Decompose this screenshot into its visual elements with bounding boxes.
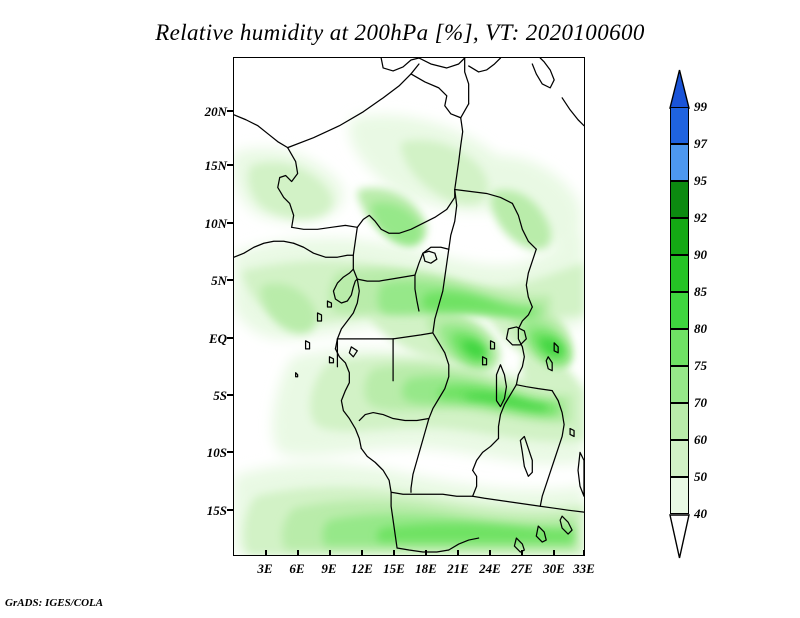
colorbar-label: 80 bbox=[694, 321, 707, 336]
x-tick-mark bbox=[489, 550, 491, 556]
colorbar-label: 60 bbox=[694, 432, 707, 447]
x-tick-label: 21E bbox=[447, 561, 469, 576]
x-tick-mark bbox=[521, 550, 523, 556]
colorbar-label: 40 bbox=[694, 506, 707, 521]
x-tick-label: 6E bbox=[289, 561, 305, 576]
x-tick-mark bbox=[553, 550, 555, 556]
colorbar-label: 85 bbox=[694, 284, 707, 299]
x-tick-label: 12E bbox=[351, 561, 373, 576]
colorbar-label: 92 bbox=[694, 210, 707, 225]
y-tick-mark bbox=[227, 509, 233, 511]
x-tick-label: 18E bbox=[415, 561, 437, 576]
x-tick-label: 30E bbox=[543, 561, 565, 576]
x-tick-mark bbox=[425, 550, 427, 556]
x-tick-mark bbox=[361, 550, 363, 556]
y-tick-mark bbox=[227, 164, 233, 166]
colorbar-band-97 bbox=[670, 144, 689, 181]
colorbar-label: 99 bbox=[694, 99, 707, 114]
x-tick-mark bbox=[297, 550, 299, 556]
map-plot-area bbox=[233, 57, 585, 556]
x-tick-label: 9E bbox=[321, 561, 337, 576]
y-tick-mark bbox=[227, 279, 233, 281]
colorbar-band-85 bbox=[670, 292, 689, 329]
y-tick-label: 10N bbox=[204, 216, 227, 231]
coastline-border-layer bbox=[234, 58, 584, 553]
y-tick-label: 5N bbox=[211, 273, 227, 288]
colorbar-band-92 bbox=[670, 218, 689, 255]
y-tick-label: EQ bbox=[208, 331, 227, 346]
colorbar-band-75 bbox=[670, 366, 689, 403]
y-tick-mark bbox=[227, 394, 233, 396]
x-tick-label: 27E bbox=[511, 561, 533, 576]
y-tick-label: 15N bbox=[204, 158, 227, 173]
y-tick-label: 15S bbox=[206, 503, 227, 518]
colorbar-label: 97 bbox=[694, 136, 707, 151]
y-tick-mark bbox=[227, 337, 233, 339]
page-title: Relative humidity at 200hPa [%], VT: 202… bbox=[155, 20, 645, 45]
colorbar-band-50 bbox=[670, 477, 689, 514]
colorbar-bottom-extension-arrow bbox=[669, 514, 690, 559]
x-tick-label: 33E bbox=[573, 561, 595, 576]
y-tick-label: 5S bbox=[213, 388, 227, 403]
x-tick-mark bbox=[329, 550, 331, 556]
colorbar-band-80 bbox=[670, 329, 689, 366]
x-tick-label: 15E bbox=[383, 561, 405, 576]
x-tick-mark bbox=[583, 550, 585, 556]
y-tick-mark bbox=[227, 110, 233, 112]
y-tick-mark bbox=[227, 222, 233, 224]
colorbar-band-60 bbox=[670, 440, 689, 477]
x-tick-mark bbox=[457, 550, 459, 556]
grads-credit: GrADS: IGES/COLA bbox=[5, 597, 104, 609]
colorbar-band-70 bbox=[670, 403, 689, 440]
y-tick-label: 10S bbox=[206, 445, 227, 460]
colorbar-label: 95 bbox=[694, 173, 707, 188]
colorbar: 99 97 95 92 90 85 80 75 70 60 50 40 bbox=[648, 60, 768, 560]
colorbar-label: 70 bbox=[694, 395, 707, 410]
colorbar-band-95 bbox=[670, 181, 689, 218]
x-tick-mark bbox=[393, 550, 395, 556]
x-tick-label: 3E bbox=[257, 561, 273, 576]
y-tick-mark bbox=[227, 451, 233, 453]
colorbar-band-90 bbox=[670, 255, 689, 292]
colorbar-top-extension-arrow bbox=[669, 69, 690, 109]
x-tick-label: 24E bbox=[479, 561, 501, 576]
y-tick-label: 20N bbox=[204, 104, 227, 119]
colorbar-band-99 bbox=[670, 107, 689, 144]
colorbar-label: 75 bbox=[694, 358, 707, 373]
x-tick-mark bbox=[265, 550, 267, 556]
colorbar-label: 90 bbox=[694, 247, 707, 262]
colorbar-label: 50 bbox=[694, 469, 707, 484]
